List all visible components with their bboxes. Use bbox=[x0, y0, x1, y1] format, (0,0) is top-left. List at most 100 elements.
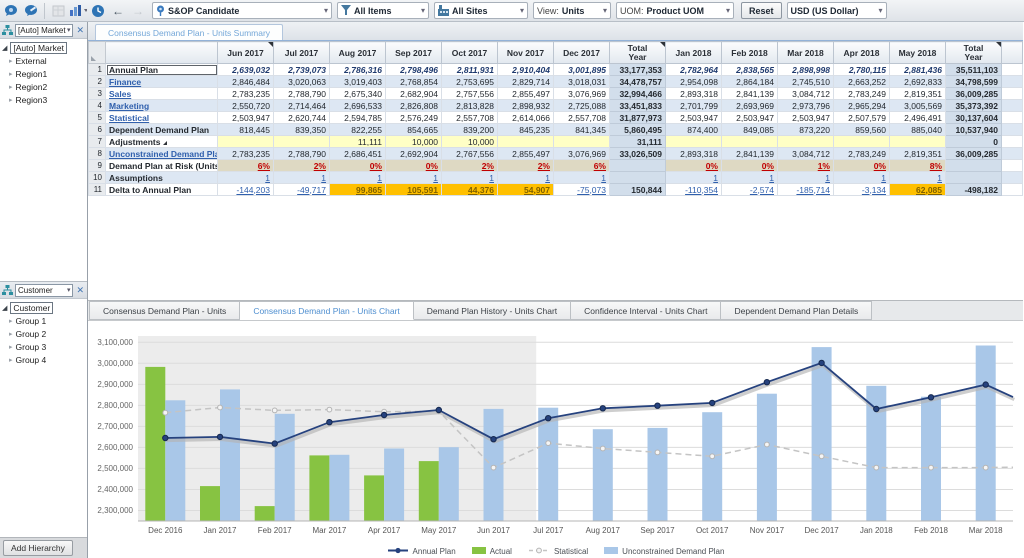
market-tree-root[interactable]: ◢ [Auto] Market bbox=[2, 41, 87, 54]
customer-hierarchy-selector[interactable]: Customer ▾ bbox=[15, 283, 74, 297]
add-hierarchy-button[interactable]: Add Hierarchy bbox=[3, 540, 73, 556]
tree-collapsed-icon[interactable]: ▸ bbox=[9, 343, 13, 351]
tree-collapsed-icon[interactable]: ▸ bbox=[9, 317, 13, 325]
column-header[interactable]: Jul 2017 bbox=[273, 41, 330, 64]
forward-arrow-icon[interactable]: → bbox=[132, 3, 144, 18]
column-header[interactable]: Sep 2017 bbox=[385, 41, 442, 64]
row-label[interactable]: Unconstrained Demand Plan bbox=[105, 147, 218, 160]
data-cell[interactable]: 6% bbox=[217, 159, 274, 172]
data-cell[interactable]: -49,717 bbox=[273, 183, 330, 196]
customer-tree-item-1[interactable]: ▸ Group 1 bbox=[2, 314, 87, 327]
data-cell[interactable]: -110,354 bbox=[665, 183, 722, 196]
data-cell[interactable]: -2,574 bbox=[721, 183, 778, 196]
row-label[interactable]: Finance bbox=[105, 75, 218, 88]
customer-tree-root[interactable]: ◢ Customer bbox=[2, 301, 87, 314]
data-cell[interactable]: 0% bbox=[385, 159, 442, 172]
data-cell[interactable]: 44,376 bbox=[441, 183, 498, 196]
row-label[interactable]: Statistical bbox=[105, 111, 218, 124]
column-header[interactable]: Total Year bbox=[609, 41, 666, 64]
data-cell[interactable]: 1 bbox=[385, 171, 442, 184]
chart-tab-1[interactable]: Consensus Demand Plan - Units bbox=[89, 301, 241, 320]
column-header[interactable]: Apr 2018 bbox=[833, 41, 890, 64]
column-header[interactable]: Aug 2017 bbox=[329, 41, 386, 64]
row-label-link[interactable]: Marketing bbox=[109, 100, 150, 111]
column-header[interactable]: Jun 2017 bbox=[217, 41, 274, 64]
data-cell[interactable]: 1 bbox=[553, 171, 610, 184]
data-cell[interactable]: 1 bbox=[665, 171, 722, 184]
column-header[interactable]: Mar 2018 bbox=[777, 41, 834, 64]
market-tree-item-4[interactable]: ▸ Region3 bbox=[2, 93, 87, 106]
data-cell[interactable]: 1 bbox=[441, 171, 498, 184]
view-dropdown[interactable]: View: Units ▾ bbox=[533, 2, 611, 19]
currency-dropdown[interactable]: USD (US Dollar) ▾ bbox=[786, 2, 887, 19]
data-cell[interactable]: 99,865 bbox=[329, 183, 386, 196]
data-cell[interactable]: 1% bbox=[777, 159, 834, 172]
annotate-icon[interactable] bbox=[22, 2, 40, 20]
customer-tree-item-3[interactable]: ▸ Group 3 bbox=[2, 340, 87, 353]
data-cell[interactable]: 105,591 bbox=[385, 183, 442, 196]
row-label[interactable]: Marketing bbox=[105, 99, 218, 112]
data-cell[interactable]: 1 bbox=[497, 171, 554, 184]
tree-collapsed-icon[interactable]: ▸ bbox=[9, 330, 13, 338]
row-label-link[interactable]: Statistical bbox=[109, 112, 150, 123]
close-icon[interactable]: ✕ bbox=[76, 284, 84, 295]
worksheet-tab[interactable]: Consensus Demand Plan - Units Summary bbox=[95, 24, 284, 40]
chart-view-icon[interactable] bbox=[69, 2, 87, 20]
row-label-link[interactable]: Sales bbox=[109, 88, 132, 99]
scenario-dropdown[interactable]: S&OP Candidate ▾ bbox=[152, 2, 332, 19]
data-cell[interactable]: 62,085 bbox=[889, 183, 946, 196]
market-tree-item-3[interactable]: ▸ Region2 bbox=[2, 80, 87, 93]
market-tree-item-2[interactable]: ▸ Region1 bbox=[2, 67, 87, 80]
data-cell[interactable]: 2% bbox=[441, 159, 498, 172]
customer-tree-item-2[interactable]: ▸ Group 2 bbox=[2, 327, 87, 340]
data-cell[interactable]: 0% bbox=[721, 159, 778, 172]
data-cell[interactable]: 1 bbox=[273, 171, 330, 184]
tree-collapsed-icon[interactable]: ▸ bbox=[9, 96, 13, 104]
row-label-link[interactable]: Finance bbox=[109, 76, 142, 87]
column-header[interactable]: Dec 2017 bbox=[553, 41, 610, 64]
data-cell[interactable]: 1 bbox=[329, 171, 386, 184]
tree-collapsed-icon[interactable]: ▸ bbox=[9, 356, 13, 364]
data-cell[interactable]: 0% bbox=[329, 159, 386, 172]
customer-tree-item-4[interactable]: ▸ Group 4 bbox=[2, 353, 87, 366]
column-header[interactable]: Oct 2017 bbox=[441, 41, 498, 64]
close-icon[interactable]: ✕ bbox=[76, 24, 84, 35]
column-header[interactable]: May 2018 bbox=[889, 41, 946, 64]
data-cell[interactable]: 1 bbox=[777, 171, 834, 184]
data-cell[interactable]: 1 bbox=[721, 171, 778, 184]
column-header[interactable]: Feb 2018 bbox=[721, 41, 778, 64]
chart-tab-3[interactable]: Demand Plan History - Units Chart bbox=[413, 301, 572, 320]
data-cell[interactable]: 1 bbox=[889, 171, 946, 184]
data-cell[interactable]: 0% bbox=[833, 159, 890, 172]
tree-collapsed-icon[interactable]: ▸ bbox=[9, 57, 13, 65]
data-cell[interactable]: 8% bbox=[889, 159, 946, 172]
market-hierarchy-selector[interactable]: [Auto] Market ▾ bbox=[15, 23, 74, 37]
tree-expanded-icon[interactable]: ◢ bbox=[2, 304, 8, 312]
row-label[interactable]: Sales bbox=[105, 87, 218, 100]
back-arrow-icon[interactable]: ← bbox=[112, 3, 124, 18]
reset-button[interactable]: Reset bbox=[741, 2, 782, 19]
data-cell[interactable]: -3,134 bbox=[833, 183, 890, 196]
column-header[interactable]: Jan 2018 bbox=[665, 41, 722, 64]
data-cell[interactable]: 54,907 bbox=[497, 183, 554, 196]
column-header[interactable]: Nov 2017 bbox=[497, 41, 554, 64]
data-cell[interactable]: -185,714 bbox=[777, 183, 834, 196]
chart-tab-4[interactable]: Confidence Interval - Units Chart bbox=[571, 301, 722, 320]
sites-filter-dropdown[interactable]: All Sites ▾ bbox=[434, 2, 528, 19]
history-icon[interactable] bbox=[89, 2, 107, 20]
data-cell[interactable]: 6% bbox=[553, 159, 610, 172]
grid-view-icon[interactable] bbox=[49, 2, 67, 20]
comment-icon[interactable] bbox=[2, 2, 20, 20]
data-cell[interactable]: 1 bbox=[833, 171, 890, 184]
data-cell[interactable]: 2% bbox=[273, 159, 330, 172]
uom-dropdown[interactable]: UOM: Product UOM ▾ bbox=[616, 2, 734, 19]
tree-expanded-icon[interactable]: ◢ bbox=[2, 44, 8, 52]
data-cell[interactable]: -75,073 bbox=[553, 183, 610, 196]
chart-tab-5[interactable]: Dependent Demand Plan Details bbox=[721, 301, 873, 320]
data-cell[interactable]: 0% bbox=[665, 159, 722, 172]
tree-collapsed-icon[interactable]: ▸ bbox=[9, 70, 13, 78]
row-label-link[interactable]: Unconstrained Demand Plan bbox=[109, 148, 218, 159]
chart-tab-2[interactable]: Consensus Demand Plan - Units Chart bbox=[240, 301, 414, 320]
data-cell[interactable]: 2% bbox=[497, 159, 554, 172]
market-tree-item-1[interactable]: ▸ External bbox=[2, 54, 87, 67]
